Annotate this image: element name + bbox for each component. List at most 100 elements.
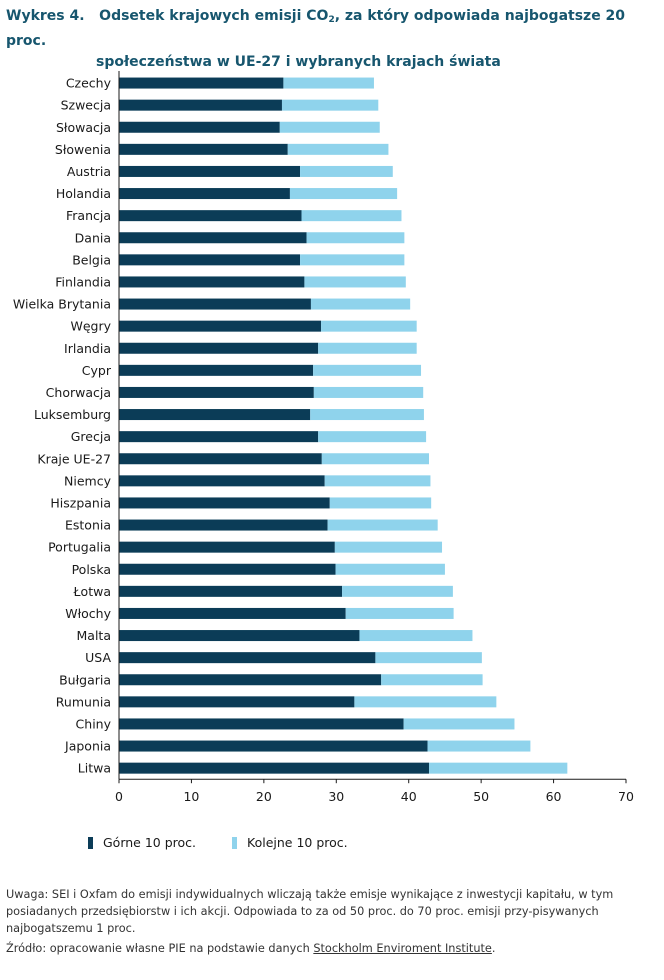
bar-top10 bbox=[119, 563, 336, 575]
note-text: Uwaga: SEI i Oxfam do emisji indywidualn… bbox=[6, 888, 614, 935]
bar-next10 bbox=[375, 652, 482, 664]
bar-next10 bbox=[403, 718, 515, 730]
x-tick-label: 50 bbox=[473, 789, 489, 804]
bar-next10 bbox=[313, 364, 422, 376]
bar-top10 bbox=[119, 674, 382, 686]
source-link[interactable]: Stockholm Enviroment Institute bbox=[313, 942, 492, 955]
bar-top10 bbox=[119, 99, 282, 111]
bar-chart: Czechy Szwecja Słowacja Słowenia Austria Hola… bbox=[13, 71, 634, 804]
bar-next10 bbox=[321, 320, 417, 332]
category-label: Włochy bbox=[65, 606, 111, 621]
legend-swatch-next10 bbox=[232, 836, 237, 849]
category-label: Rumunia bbox=[56, 694, 111, 709]
bar-top10 bbox=[119, 585, 343, 597]
bar-next10 bbox=[342, 585, 453, 597]
category-label: Węgry bbox=[70, 319, 111, 334]
source-text: Źródło: opracowanie własne PIE na podsta… bbox=[6, 942, 496, 955]
category-label: Bułgaria bbox=[59, 672, 111, 687]
legend-item-top10: Górne 10 proc. bbox=[88, 835, 196, 850]
bar-next10 bbox=[281, 99, 379, 111]
bar-next10 bbox=[335, 563, 445, 575]
title-line1: Odsetek krajowych emisji CO2, za który o… bbox=[6, 8, 626, 49]
category-label: Łotwa bbox=[73, 584, 111, 599]
category-label: Grecja bbox=[71, 429, 111, 444]
legend-swatch-top10 bbox=[88, 836, 93, 849]
category-label: Litwa bbox=[78, 761, 111, 776]
category-label: Estonia bbox=[65, 518, 111, 533]
bar-next10 bbox=[301, 210, 402, 222]
bar-next10 bbox=[318, 342, 417, 354]
bar-next10 bbox=[289, 188, 398, 200]
bar-next10 bbox=[283, 77, 374, 89]
chart-title: Wykres 4. Odsetek krajowych emisji CO2, … bbox=[6, 6, 656, 73]
bar-top10 bbox=[119, 364, 314, 376]
category-label: Niemcy bbox=[64, 473, 112, 488]
x-tick-label: 10 bbox=[183, 789, 199, 804]
bar-top10 bbox=[119, 696, 355, 708]
x-tick-label: 60 bbox=[546, 789, 562, 804]
category-label: Słowenia bbox=[55, 142, 111, 157]
bar-next10 bbox=[354, 696, 497, 708]
category-label: Cypr bbox=[82, 363, 112, 378]
bar-next10 bbox=[381, 674, 483, 686]
category-label: Japonia bbox=[64, 739, 111, 754]
bar-next10 bbox=[300, 165, 393, 177]
bar-top10 bbox=[119, 740, 428, 752]
bar-next10 bbox=[304, 276, 406, 288]
bar-top10 bbox=[119, 342, 319, 354]
legend-label-top10: Górne 10 proc. bbox=[103, 835, 197, 850]
category-label: Polska bbox=[72, 562, 111, 577]
bar-next10 bbox=[334, 541, 443, 553]
category-label: Kraje UE-27 bbox=[37, 451, 111, 466]
bar-top10 bbox=[119, 630, 360, 642]
category-label: Słowacja bbox=[56, 120, 111, 135]
chart-notes: Uwaga: SEI i Oxfam do emisji indywidualn… bbox=[6, 886, 658, 957]
category-label: Hiszpania bbox=[50, 495, 111, 510]
category-label: Austria bbox=[67, 164, 111, 179]
bar-top10 bbox=[119, 298, 311, 310]
category-label: Finlandia bbox=[55, 274, 111, 289]
bar-next10 bbox=[321, 453, 429, 465]
bar-top10 bbox=[119, 276, 305, 288]
bar-top10 bbox=[119, 188, 290, 200]
chart-number: Wykres 4. bbox=[6, 8, 85, 24]
bar-next10 bbox=[300, 254, 405, 266]
category-label: Portugalia bbox=[48, 540, 111, 555]
bar-next10 bbox=[306, 232, 405, 244]
bar-next10 bbox=[313, 386, 424, 398]
bar-next10 bbox=[279, 121, 380, 133]
bar-next10 bbox=[310, 298, 411, 310]
category-label: Dania bbox=[75, 230, 111, 245]
x-tick-label: 30 bbox=[328, 789, 344, 804]
bar-top10 bbox=[119, 232, 307, 244]
category-label: Holandia bbox=[56, 186, 111, 201]
bar-top10 bbox=[119, 475, 325, 487]
legend-item-next10: Kolejne 10 proc. bbox=[232, 835, 348, 850]
category-label: Belgia bbox=[72, 252, 111, 267]
category-label: Szwecja bbox=[61, 98, 111, 113]
bar-next10 bbox=[324, 475, 431, 487]
bar-next10 bbox=[345, 607, 454, 619]
bar-next10 bbox=[359, 630, 473, 642]
bar-top10 bbox=[119, 519, 328, 531]
bar-next10 bbox=[287, 143, 389, 155]
category-label: Francja bbox=[66, 208, 111, 223]
category-label: Luksemburg bbox=[34, 407, 111, 422]
bar-next10 bbox=[327, 519, 438, 531]
x-tick-label: 20 bbox=[256, 789, 272, 804]
bar-top10 bbox=[119, 652, 376, 664]
bar-top10 bbox=[119, 77, 284, 89]
bar-top10 bbox=[119, 541, 335, 553]
bar-top10 bbox=[119, 453, 322, 465]
bar-top10 bbox=[119, 718, 404, 730]
x-tick-label: 40 bbox=[401, 789, 417, 804]
x-tick-label: 70 bbox=[618, 789, 634, 804]
bar-top10 bbox=[119, 143, 288, 155]
bar-top10 bbox=[119, 386, 314, 398]
bar-top10 bbox=[119, 165, 301, 177]
bar-top10 bbox=[119, 431, 319, 443]
bar-top10 bbox=[119, 210, 302, 222]
bar-top10 bbox=[119, 409, 311, 421]
bar-top10 bbox=[119, 254, 301, 266]
category-label: Irlandia bbox=[64, 341, 111, 356]
